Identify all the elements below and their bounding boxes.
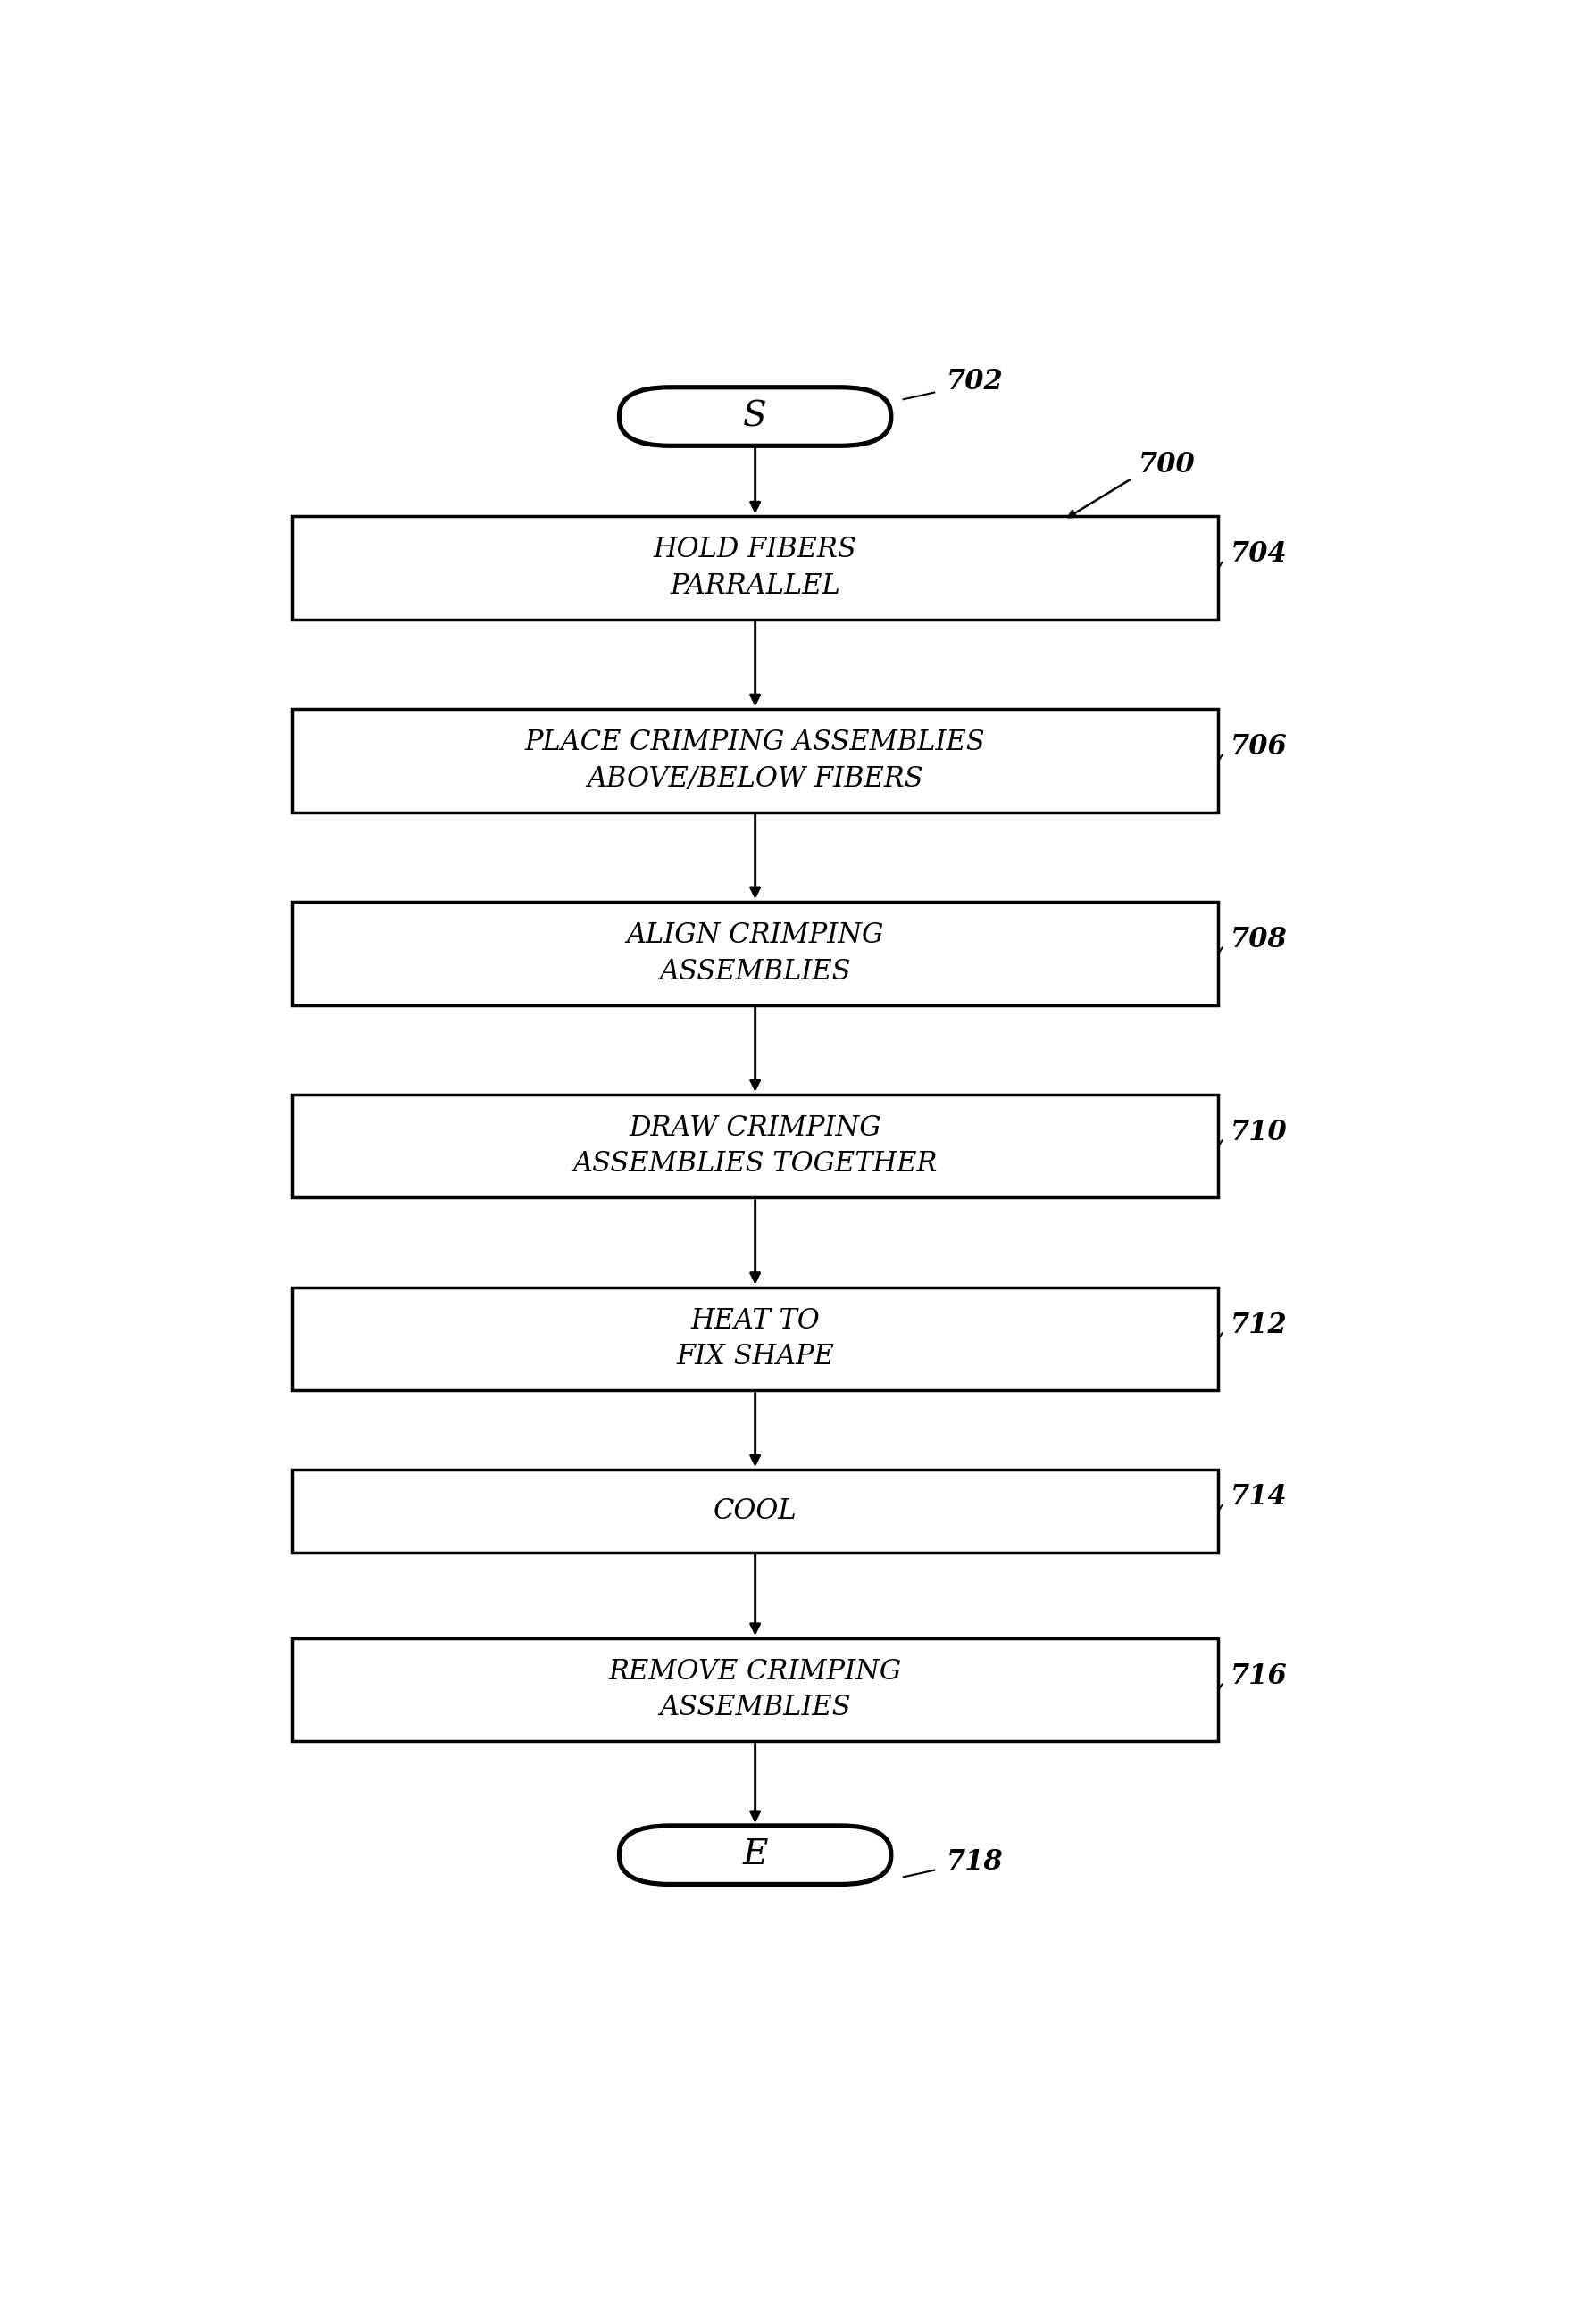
Text: ALIGN CRIMPING
ASSEMBLIES: ALIGN CRIMPING ASSEMBLIES bbox=[626, 920, 885, 985]
Text: 702: 702 bbox=[947, 367, 1004, 395]
Text: 714: 714 bbox=[1231, 1483, 1288, 1511]
Bar bbox=[292, 516, 1218, 621]
Bar bbox=[292, 1469, 1218, 1552]
Text: 708: 708 bbox=[1231, 925, 1288, 953]
Text: 716: 716 bbox=[1231, 1662, 1288, 1690]
Text: REMOVE CRIMPING
ASSEMBLIES: REMOVE CRIMPING ASSEMBLIES bbox=[609, 1657, 902, 1722]
Bar bbox=[292, 1638, 1218, 1741]
Text: 718: 718 bbox=[947, 1848, 1004, 1875]
Text: S: S bbox=[743, 400, 767, 432]
Text: 710: 710 bbox=[1231, 1118, 1288, 1146]
Text: HEAT TO
FIX SHAPE: HEAT TO FIX SHAPE bbox=[676, 1306, 834, 1371]
Bar bbox=[292, 902, 1218, 1004]
Text: COOL: COOL bbox=[714, 1497, 797, 1525]
FancyBboxPatch shape bbox=[618, 1827, 891, 1885]
Bar bbox=[292, 709, 1218, 813]
Text: PLACE CRIMPING ASSEMBLIES
ABOVE/BELOW FIBERS: PLACE CRIMPING ASSEMBLIES ABOVE/BELOW FI… bbox=[524, 730, 985, 792]
Bar bbox=[292, 1287, 1218, 1390]
Text: DRAW CRIMPING
ASSEMBLIES TOGETHER: DRAW CRIMPING ASSEMBLIES TOGETHER bbox=[572, 1113, 937, 1178]
Text: HOLD FIBERS
PARRALLEL: HOLD FIBERS PARRALLEL bbox=[654, 537, 858, 600]
FancyBboxPatch shape bbox=[618, 388, 891, 446]
Text: 704: 704 bbox=[1231, 541, 1288, 567]
Text: 706: 706 bbox=[1231, 732, 1288, 760]
Text: 700: 700 bbox=[1138, 451, 1196, 479]
Text: 712: 712 bbox=[1231, 1311, 1288, 1339]
Text: E: E bbox=[743, 1838, 768, 1871]
Bar bbox=[292, 1095, 1218, 1197]
